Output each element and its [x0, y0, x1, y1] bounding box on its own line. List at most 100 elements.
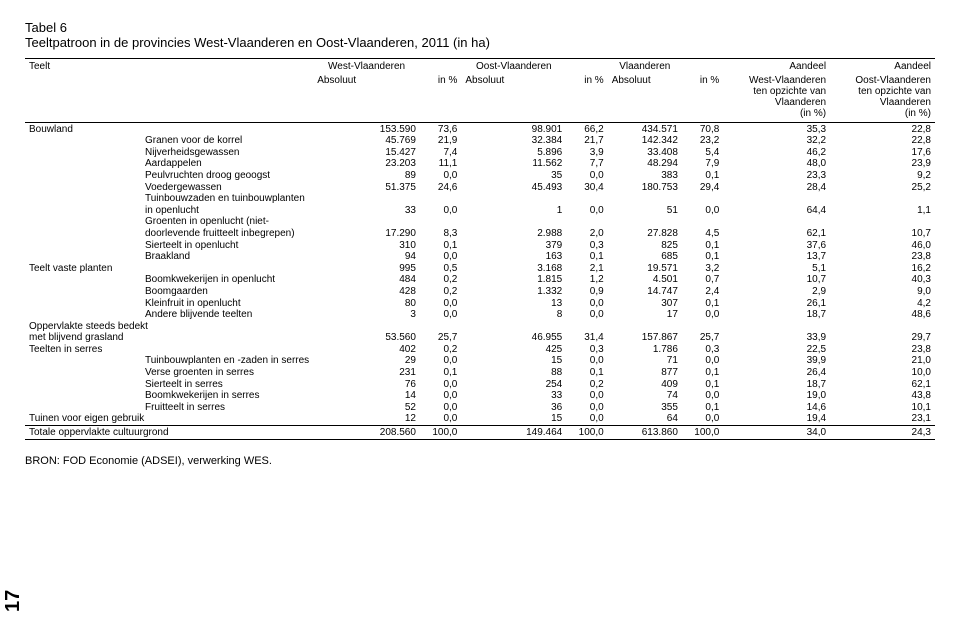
cell-vl: 71 — [608, 355, 682, 367]
cell-wv: 52 — [313, 402, 420, 414]
cell-aw: 18,7 — [723, 309, 830, 321]
row-label: Teelten in serres — [25, 344, 313, 356]
cell-vl: 33.408 — [608, 146, 682, 158]
table-row: Granen voor de korrel45.76921,932.38421,… — [25, 135, 935, 147]
cell-ao: 25,2 — [830, 181, 935, 193]
cell-aw — [723, 320, 830, 332]
cell-wv: 231 — [313, 367, 420, 379]
row-label: Tuinen voor eigen gebruik — [25, 413, 313, 425]
cell-aw: 10,7 — [723, 274, 830, 286]
cell-ovp: 0,0 — [566, 402, 607, 414]
cell-vl: 27.828 — [608, 228, 682, 240]
cell-wvp: 7,4 — [420, 146, 461, 158]
cell-wvp: 0,1 — [420, 239, 461, 251]
table-row: Nijverheidsgewassen15.4277,45.8963,933.4… — [25, 146, 935, 158]
table-row: Kleinfruit in openlucht800,0130,03070,12… — [25, 297, 935, 309]
cell-wvp: 0,0 — [420, 309, 461, 321]
row-sublabel: Fruitteelt in serres — [25, 402, 313, 414]
cell-ov: 3.168 — [461, 262, 566, 274]
cell-wv: 45.769 — [313, 135, 420, 147]
cell-aw — [723, 193, 830, 205]
cell-ovp: 0,0 — [566, 355, 607, 367]
cell-wv: 80 — [313, 297, 420, 309]
cell-wvp — [420, 320, 461, 332]
cell-ovp: 7,7 — [566, 158, 607, 170]
cell-vlp — [682, 216, 723, 228]
cell-ovp: 0,2 — [566, 378, 607, 390]
cell-vl: 434.571 — [608, 123, 682, 135]
cell-wv — [313, 193, 420, 205]
cell-ao: 9,2 — [830, 170, 935, 182]
row-label: met blijvend grasland — [25, 332, 313, 344]
table-caption: Teeltpatroon in de provincies West-Vlaan… — [25, 35, 935, 50]
cell-ov — [461, 216, 566, 228]
total-label: Totale oppervlakte cultuurgrond — [25, 425, 313, 439]
col-group-vl: Vlaanderen — [608, 59, 682, 76]
row-sublabel: Peulvruchten droog geoogst — [25, 170, 313, 182]
cell-wvp: 0,2 — [420, 274, 461, 286]
page-number: 17 — [2, 590, 25, 612]
table-row: Bouwland153.59073,698.90166,2434.57170,8… — [25, 123, 935, 135]
cell-wvp: 25,7 — [420, 332, 461, 344]
cell-wvp: 0,0 — [420, 355, 461, 367]
cell-vlp: 0,7 — [682, 274, 723, 286]
row-sublabel: Kleinfruit in openlucht — [25, 297, 313, 309]
cell-ovp — [566, 193, 607, 205]
cell-wvp: 0,0 — [420, 297, 461, 309]
cell-ovp — [566, 320, 607, 332]
cell-wv: 33 — [313, 204, 420, 216]
cell-vl: 409 — [608, 378, 682, 390]
row-sublabel: Boomkwekerijen in serres — [25, 390, 313, 402]
cell-vlp: 0,0 — [682, 309, 723, 321]
row-sublabel: Boomgaarden — [25, 286, 313, 298]
cell-ao — [830, 193, 935, 205]
cell-wvp: 0,2 — [420, 344, 461, 356]
total-ovp: 100,0 — [566, 425, 607, 439]
cell-wvp: 11,1 — [420, 158, 461, 170]
cell-ovp: 0,0 — [566, 390, 607, 402]
cell-wv: 89 — [313, 170, 420, 182]
table-row: Oppervlakte steeds bedekt — [25, 320, 935, 332]
cell-wv: 17.290 — [313, 228, 420, 240]
cell-wvp: 73,6 — [420, 123, 461, 135]
cell-wv: 23.203 — [313, 158, 420, 170]
row-sublabel: in openlucht — [25, 204, 313, 216]
cell-ao: 16,2 — [830, 262, 935, 274]
cell-aw: 32,2 — [723, 135, 830, 147]
cell-wvp: 0,5 — [420, 262, 461, 274]
cell-vl: 1.786 — [608, 344, 682, 356]
table-row: Tuinbouwplanten en -zaden in serres290,0… — [25, 355, 935, 367]
cell-wv: 3 — [313, 309, 420, 321]
cell-ov — [461, 193, 566, 205]
cell-wvp: 0,0 — [420, 378, 461, 390]
cell-vl: 14.747 — [608, 286, 682, 298]
cell-ov: 32.384 — [461, 135, 566, 147]
cell-ovp: 66,2 — [566, 123, 607, 135]
cell-ao: 40,3 — [830, 274, 935, 286]
cell-vl: 157.867 — [608, 332, 682, 344]
row-sublabel: Tuinbouwzaden en tuinbouwplanten — [25, 193, 313, 205]
cell-ao: 10,7 — [830, 228, 935, 240]
cell-ov: 1.332 — [461, 286, 566, 298]
cell-wvp: 0,0 — [420, 251, 461, 263]
cell-aw: 33,9 — [723, 332, 830, 344]
row-label: Bouwland — [25, 123, 313, 135]
cell-vlp: 29,4 — [682, 181, 723, 193]
col-header-share-west-1: Aandeel — [723, 59, 830, 76]
cell-vlp: 0,1 — [682, 378, 723, 390]
col-header-share-west-2: West-Vlaanderenten opzichte vanVlaandere… — [723, 75, 830, 123]
table-row: Tuinen voor eigen gebruik120,0150,0640,0… — [25, 413, 935, 425]
cell-aw: 23,3 — [723, 170, 830, 182]
cell-ov: 98.901 — [461, 123, 566, 135]
cell-aw: 5,1 — [723, 262, 830, 274]
cell-vl — [608, 320, 682, 332]
cell-vlp: 70,8 — [682, 123, 723, 135]
sub-abs-3: Absoluut — [608, 75, 682, 123]
cell-vl — [608, 216, 682, 228]
row-label: Teelt vaste planten — [25, 262, 313, 274]
cell-ov: 36 — [461, 402, 566, 414]
row-sublabel: Boomkwekerijen in openlucht — [25, 274, 313, 286]
table-row: Braakland940,01630,16850,113,723,8 — [25, 251, 935, 263]
cell-ao: 17,6 — [830, 146, 935, 158]
cell-vl: 17 — [608, 309, 682, 321]
